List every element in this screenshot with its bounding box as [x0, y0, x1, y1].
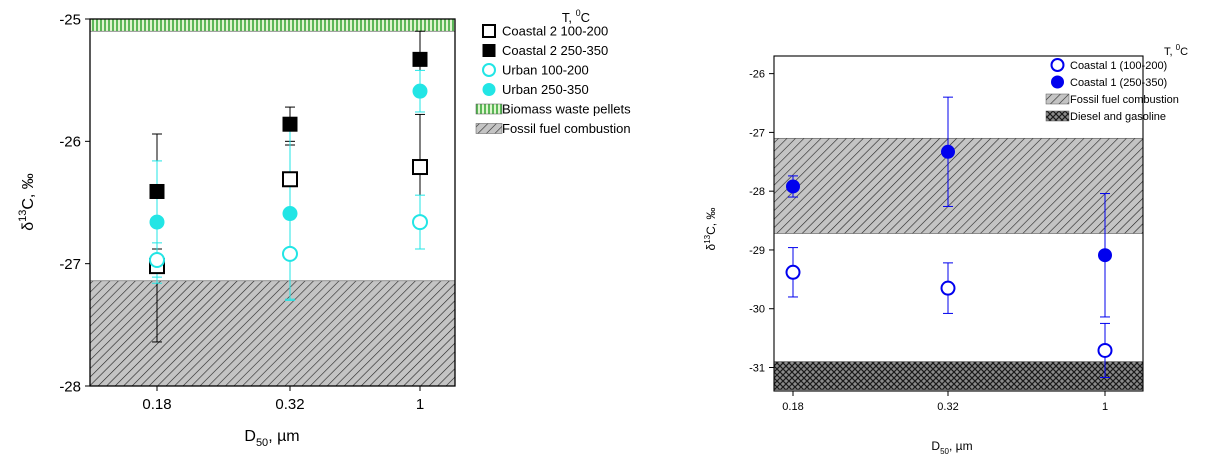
legend-title-right: T, 0C [1164, 43, 1188, 58]
legend-marker-left-0 [482, 24, 496, 38]
x-axis-label-left: D50, µm [244, 428, 299, 449]
y-tick-label-right-5: -26 [749, 68, 765, 80]
legend-marker-left-3 [482, 83, 496, 96]
legend-right: T, 0C Coastal 1 (100-200) Coastal 1 (250-… [1045, 43, 1188, 123]
legend-band-label-right-0: Fossil fuel combustion [1070, 94, 1179, 106]
y-tick-label-right-4: -27 [749, 127, 765, 139]
band-left-1 [89, 280, 456, 387]
legend-marker-left-2 [482, 63, 496, 77]
legend-marker-right-1 [1051, 75, 1064, 89]
bands-right [773, 137, 1144, 391]
legend-swatch-left-0 [475, 103, 503, 115]
data-point-left-2-0 [149, 251, 165, 268]
legend-marker-left-1 [482, 44, 496, 57]
legend-label-left-0: Coastal 2 100-200 [502, 24, 608, 39]
chart-left: -28 -27 -26 -25 0.18 0.32 1 δ13C, ‰ D50, µm T,… [17, 8, 631, 449]
chart-right: -31 -30 -29 -28 -27 -26 0.18 0.32 1 δ13C, ‰ D50,… [703, 43, 1188, 456]
plot-frame-right [773, 55, 1144, 392]
legend-label-left-2: Urban 100-200 [502, 63, 589, 78]
y-tick-label-right-3: -28 [749, 186, 765, 198]
legend-label-right-1: Coastal 1 (250-350) [1070, 77, 1167, 89]
x-tick-label-right-0: 0.18 [782, 401, 803, 413]
y-tick-label-left-1: -27 [59, 256, 81, 273]
data-point-left-0-1 [282, 171, 298, 188]
data-point-left-2-1 [282, 245, 298, 262]
legend-items-left: Coastal 2 100-200 Coastal 2 250-350 Urban … [475, 24, 631, 136]
data-point-left-1-0 [149, 183, 165, 199]
plot-frame-left [89, 18, 456, 387]
marks-left [149, 30, 428, 343]
legend-swatch-left-1 [475, 123, 503, 134]
data-point-right-0-0 [785, 264, 801, 280]
legend-swatch-right-1 [1045, 110, 1070, 122]
ticks-right: -31 -30 -29 -28 -27 -26 0.18 0.32 1 [749, 68, 1108, 413]
y-tick-label-right-2: -29 [749, 245, 765, 257]
legend-band-label-left-1: Fossil fuel combustion [502, 121, 631, 136]
data-point-left-3-1 [282, 206, 298, 222]
data-point-right-0-1 [940, 280, 956, 296]
legend-marker-right-0 [1050, 58, 1065, 72]
data-point-left-1-1 [282, 116, 298, 132]
data-point-left-3-2 [412, 83, 428, 99]
legend-title-left: T, 0C [562, 8, 590, 25]
band-right-0 [773, 137, 1144, 234]
data-point-left-2-2 [412, 214, 428, 231]
y-axis-label-right: δ13C, ‰ [703, 208, 718, 251]
x-tick-label-left-1: 0.32 [275, 396, 304, 413]
y-tick-label-left-0: -28 [59, 378, 81, 395]
x-tick-label-right-2: 1 [1102, 401, 1108, 413]
legend-items-right: Coastal 1 (100-200) Coastal 1 (250-350) Fo… [1045, 58, 1179, 123]
x-tick-label-left-2: 1 [416, 396, 424, 413]
band-left-0 [89, 18, 456, 32]
band-right-1 [773, 361, 1144, 391]
legend-label-left-1: Coastal 2 250-350 [502, 43, 608, 58]
data-point-right-1-0 [786, 179, 800, 194]
legend-band-label-left-0: Biomass waste pellets [502, 102, 631, 117]
x-tick-label-right-1: 0.32 [937, 401, 958, 413]
legend-left: T, 0C Coastal 2 100-200 Coastal 2 250-350… [475, 8, 631, 136]
x-axis-label-right: D50, µm [931, 439, 972, 456]
legend-swatch-right-0 [1045, 93, 1070, 105]
legend-label-right-0: Coastal 1 (100-200) [1070, 60, 1167, 72]
data-point-left-3-0 [149, 214, 165, 230]
y-tick-label-right-1: -30 [749, 304, 765, 316]
data-point-left-0-2 [412, 159, 428, 176]
data-point-right-1-2 [1098, 248, 1112, 263]
bands-left [89, 18, 456, 387]
data-point-right-1-1 [941, 144, 955, 159]
ticks-left: -28 -27 -26 -25 0.18 0.32 1 [59, 11, 424, 413]
y-tick-label-left-3: -25 [59, 11, 81, 28]
data-point-right-0-2 [1097, 342, 1113, 358]
legend-band-label-right-1: Diesel and gasoline [1070, 111, 1166, 123]
y-tick-label-right-0: -31 [749, 362, 765, 374]
legend-label-left-3: Urban 250-350 [502, 82, 589, 97]
y-axis-label-left: δ13C, ‰ [17, 173, 37, 231]
x-tick-label-left-0: 0.18 [142, 396, 171, 413]
data-point-left-1-2 [412, 51, 428, 67]
y-tick-label-left-2: -26 [59, 134, 81, 151]
marks-right [785, 96, 1113, 378]
